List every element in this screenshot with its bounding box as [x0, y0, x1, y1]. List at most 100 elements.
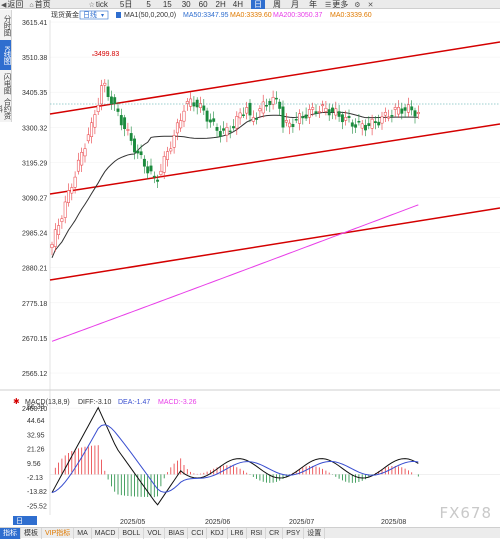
period-tab-day[interactable]: 日: [251, 0, 265, 9]
kline-chart[interactable]: 3615.413510.383405.353300.323195.293090.…: [0, 10, 500, 527]
indicator-tab-macd[interactable]: MACD: [92, 528, 120, 539]
candle-body: [54, 230, 56, 247]
price-tick-label: 3300.32: [22, 125, 47, 132]
ma-toggle-icon[interactable]: [116, 12, 121, 18]
indicator-tab-lr6[interactable]: LR6: [228, 528, 248, 539]
close-button[interactable]: ✕: [368, 0, 375, 9]
candle-body: [170, 149, 172, 151]
price-tick-label: 2670.15: [22, 336, 47, 343]
indicator-label: RSI: [250, 530, 262, 537]
indicator-label: LR6: [231, 530, 244, 537]
left-rail: 分时图 K线图 闪电图 合约资料: [0, 10, 12, 122]
indicator-tab-template[interactable]: 模板: [21, 528, 42, 539]
settings-button[interactable]: ⚙: [354, 0, 361, 9]
period-tab-week[interactable]: 周: [273, 0, 281, 9]
period-tab-60[interactable]: 60: [199, 0, 208, 9]
candle-body: [87, 135, 89, 141]
back-arrow-icon: ◀: [1, 2, 6, 9]
candle-body: [338, 112, 340, 117]
period-tab-4h[interactable]: 4H: [233, 0, 243, 9]
price-tick-label: 2565.12: [22, 371, 47, 378]
macd-name: MACD(13,8,9): [25, 399, 70, 406]
candle-body: [226, 127, 228, 135]
candle-body: [335, 109, 337, 115]
period-tab-2h[interactable]: 2H: [216, 0, 226, 9]
indicator-tab-cci[interactable]: CCI: [188, 528, 207, 539]
period-tab-5[interactable]: 5: [146, 0, 150, 9]
channel-mid-lower-line[interactable]: [50, 208, 500, 280]
macd-settings-icon[interactable]: ✱: [13, 397, 20, 406]
rail-label: 闪电图: [3, 73, 12, 94]
date-label-05: 2025/05: [120, 519, 145, 526]
indicator-tab-vol[interactable]: VOL: [144, 528, 165, 539]
fx678-watermark: FX678: [439, 504, 492, 522]
indicator-tab-bias[interactable]: BIAS: [165, 528, 188, 539]
candle-body: [378, 122, 380, 125]
indicator-label: MACD: [95, 530, 116, 537]
indicator-tab-rsi[interactable]: RSI: [247, 528, 266, 539]
indicator-tab-main[interactable]: 指标: [0, 528, 21, 539]
rail-tab-flash[interactable]: 闪电图: [0, 72, 11, 94]
candle-body: [414, 111, 416, 117]
period-tab-month[interactable]: 月: [291, 0, 299, 9]
candle-body: [242, 115, 244, 116]
candle-body: [285, 120, 287, 122]
indicator-tab-cr[interactable]: CR: [266, 528, 283, 539]
macd-tick-label: 9.56: [27, 461, 41, 468]
period-label: 日: [254, 0, 262, 9]
indicator-label: 模板: [24, 530, 38, 537]
candle-body: [275, 98, 277, 99]
candle-body: [143, 159, 145, 166]
candle-body: [196, 100, 198, 107]
candle-body: [107, 87, 109, 97]
period-tab-year[interactable]: 年: [309, 0, 317, 9]
candle-body: [411, 107, 413, 110]
candle-body: [387, 117, 389, 118]
candle-body: [404, 108, 406, 111]
candle-body: [219, 131, 221, 136]
trend-channel-lines[interactable]: [50, 42, 500, 280]
candle-body: [123, 118, 125, 129]
candle-body: [150, 166, 152, 171]
back-button[interactable]: ◀返回: [1, 0, 23, 9]
candle-body: [246, 107, 248, 113]
indicator-tab-psy[interactable]: PSY: [283, 528, 304, 539]
candle-body: [97, 105, 99, 111]
candle-body: [180, 121, 182, 128]
period-tab-5d[interactable]: 5日: [120, 0, 132, 9]
dropdown-icon: ▾: [101, 13, 104, 19]
period-tag-label: 日: [16, 517, 23, 525]
high-annotation: 3499.83: [93, 51, 119, 58]
candle-body: [203, 106, 205, 110]
legend-ma0-b: MA0:3339.60: [330, 12, 372, 19]
indicator-tab-boll[interactable]: BOLL: [119, 528, 144, 539]
main-panel-grid: [50, 20, 500, 515]
candle-body: [308, 109, 310, 117]
candle-body: [77, 160, 79, 171]
macd-diff-value: DIFF:-3.10: [78, 399, 112, 406]
rail-tab-timeshare[interactable]: 分时图: [0, 14, 11, 36]
indicator-label: VIP指标: [45, 530, 70, 537]
candle-body: [71, 187, 73, 193]
indicator-tab-settings[interactable]: 设置: [304, 528, 325, 539]
macd-macd-value: MACD:-3.26: [158, 399, 197, 406]
candle-body: [166, 152, 168, 160]
candle-body: [358, 121, 360, 122]
candle-body: [295, 119, 297, 120]
indicator-tab-kdj[interactable]: KDJ: [207, 528, 227, 539]
candle-body: [259, 109, 261, 111]
candle-body: [127, 129, 129, 130]
rail-tab-contract[interactable]: 合约资料: [0, 96, 11, 120]
more-button[interactable]: ☰更多: [325, 0, 348, 9]
home-button[interactable]: ⌂首页: [29, 0, 50, 9]
indicator-tab-vip[interactable]: VIP指标: [42, 528, 74, 539]
rail-tab-kline[interactable]: K线图: [0, 40, 11, 70]
tick-tab[interactable]: ☆tick: [89, 0, 108, 9]
period-label: 15: [163, 0, 172, 9]
candle-body: [381, 117, 383, 123]
period-tab-15[interactable]: 15: [163, 0, 172, 9]
date-axis: 日 2025/05 2025/06 2025/07 2025/08: [13, 516, 406, 526]
period-tab-30[interactable]: 30: [182, 0, 191, 9]
indicator-tab-ma[interactable]: MA: [74, 528, 92, 539]
candle-body: [163, 156, 165, 172]
